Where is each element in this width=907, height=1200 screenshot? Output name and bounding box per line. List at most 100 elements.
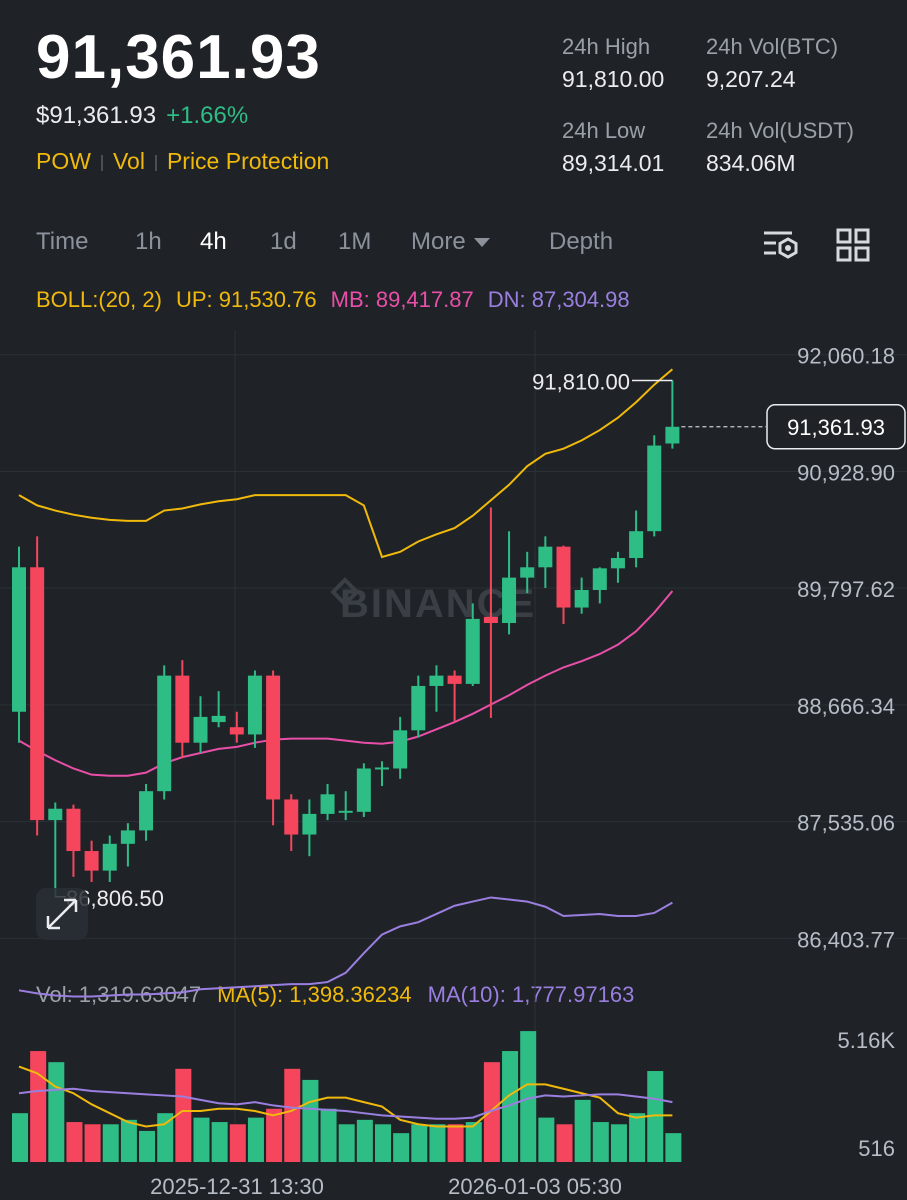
candle-up[interactable] — [211, 715, 226, 723]
current-price-box[interactable] — [766, 404, 906, 450]
tab-time[interactable]: Time — [36, 228, 89, 255]
volume-legend: Vol: 1,319.63047 MA(5): 1,398.36234 MA(10)… — [36, 982, 634, 1008]
stat-high-label: 24h High — [562, 34, 651, 59]
candle-down[interactable] — [175, 675, 190, 743]
volume-bar — [84, 1124, 101, 1162]
tag-price-protection[interactable]: Price Protection — [166, 148, 330, 174]
tab-4h[interactable]: 4h — [200, 228, 227, 255]
chart-settings-icon[interactable] — [762, 228, 800, 262]
candle-up[interactable] — [520, 567, 535, 578]
candle-up[interactable] — [102, 843, 117, 871]
candle-up[interactable] — [610, 558, 625, 569]
stat-high-value: 91,810.00 — [562, 66, 665, 92]
y-tick-label: 87,535.06 — [797, 811, 895, 836]
boll-params: BOLL:(20, 2) — [36, 287, 162, 312]
candle-up[interactable] — [12, 567, 26, 712]
x-tick-label: 2025-12-31 13:30 — [150, 1174, 324, 1199]
volume-bar — [556, 1124, 573, 1162]
boll-legend: BOLL:(20, 2) UP: 91,530.76 MB: 89,417.87 DN… — [36, 287, 630, 313]
candle-up[interactable] — [247, 675, 262, 735]
boll-up: UP: 91,530.76 — [175, 287, 317, 312]
stat-vol-btc-value: 9,207.24 — [706, 66, 796, 92]
candle-down[interactable] — [483, 616, 498, 624]
candle-up[interactable] — [465, 618, 480, 684]
y-tick-label: 88,666.34 — [797, 694, 895, 719]
candle-up[interactable] — [48, 808, 63, 821]
binance-logo-icon — [330, 577, 360, 607]
volume-bar — [665, 1133, 682, 1162]
tag-divider — [100, 154, 103, 171]
change-percent: +1.66% — [166, 102, 249, 129]
boll-mb: MB: 89,417.87 — [330, 287, 474, 312]
tag-pow[interactable]: POW — [36, 148, 91, 174]
volume-bar — [102, 1124, 119, 1162]
volume-bar — [574, 1099, 591, 1162]
volume-bar — [610, 1124, 627, 1162]
current-price-label: 91,361.93 — [787, 415, 885, 440]
candle-up[interactable] — [429, 675, 444, 686]
candle-down[interactable] — [556, 546, 571, 608]
volume-bar — [338, 1124, 355, 1162]
volume-bar — [229, 1124, 246, 1162]
candle-up[interactable] — [665, 426, 680, 444]
candle-up[interactable] — [411, 685, 426, 731]
fiat-price: $91,361.93 — [36, 102, 157, 129]
tab-more[interactable]: More — [411, 228, 490, 256]
tag-row: POW Vol Price Protection — [36, 148, 329, 175]
tab-1m[interactable]: 1M — [338, 228, 372, 255]
volume-bar — [538, 1117, 555, 1162]
volume-bar — [48, 1062, 65, 1162]
candle-up[interactable] — [193, 716, 208, 743]
tab-depth[interactable]: Depth — [549, 228, 614, 255]
volume-bar — [66, 1122, 83, 1162]
y-tick-label: 89,797.62 — [797, 577, 895, 602]
candle-down[interactable] — [284, 799, 299, 835]
stat-vol-usdt-label: 24h Vol(USDT) — [706, 118, 854, 143]
boll-dn: DN: 87,304.98 — [487, 287, 630, 312]
high-price-label: 91,810.00 — [532, 370, 630, 395]
tab-1d[interactable]: 1d — [270, 228, 297, 255]
candle-down[interactable] — [30, 567, 45, 821]
boll-middle-line — [18, 590, 674, 777]
candle-up[interactable] — [574, 590, 589, 608]
volume-bar — [375, 1124, 391, 1162]
expand-icon[interactable] — [46, 898, 78, 930]
chevron-down-icon — [473, 238, 490, 248]
candle-up[interactable] — [502, 577, 517, 624]
candle-down[interactable] — [229, 727, 244, 735]
candle-up[interactable] — [375, 767, 389, 770]
volume-bar — [356, 1119, 373, 1162]
volume-bar — [12, 1113, 28, 1162]
volume-bar — [483, 1062, 500, 1162]
volume-bar — [193, 1117, 210, 1162]
tag-divider — [154, 154, 157, 171]
volume-bar — [320, 1108, 337, 1162]
candle-up[interactable] — [320, 794, 335, 814]
tab-1h[interactable]: 1h — [135, 228, 162, 255]
candle-up[interactable] — [393, 730, 408, 769]
candle-up[interactable] — [139, 791, 154, 831]
candle-up[interactable] — [356, 768, 371, 812]
tag-vol[interactable]: Vol — [112, 148, 145, 174]
candle-up[interactable] — [302, 813, 317, 835]
volume-tick-label: 5.16K — [838, 1028, 896, 1053]
candle-up[interactable] — [629, 531, 644, 559]
candle-down[interactable] — [447, 675, 462, 684]
volume-ma10-line — [18, 1087, 673, 1120]
x-tick-label: 2026-01-03 05:30 — [448, 1174, 622, 1199]
volume-bar — [247, 1117, 264, 1162]
candle-down[interactable] — [266, 675, 281, 800]
candle-down[interactable] — [84, 851, 99, 871]
candle-down[interactable] — [66, 808, 81, 852]
candle-up[interactable] — [647, 445, 662, 532]
candle-up[interactable] — [538, 546, 553, 568]
candle-up[interactable] — [338, 810, 353, 813]
candle-up[interactable] — [592, 568, 607, 590]
candle-up[interactable] — [120, 830, 135, 844]
volume-bar — [465, 1122, 482, 1162]
volume-bar — [175, 1068, 192, 1162]
grid-layout-icon[interactable] — [836, 228, 870, 262]
stat-low-label: 24h Low — [562, 118, 646, 143]
candle-up[interactable] — [157, 675, 172, 792]
